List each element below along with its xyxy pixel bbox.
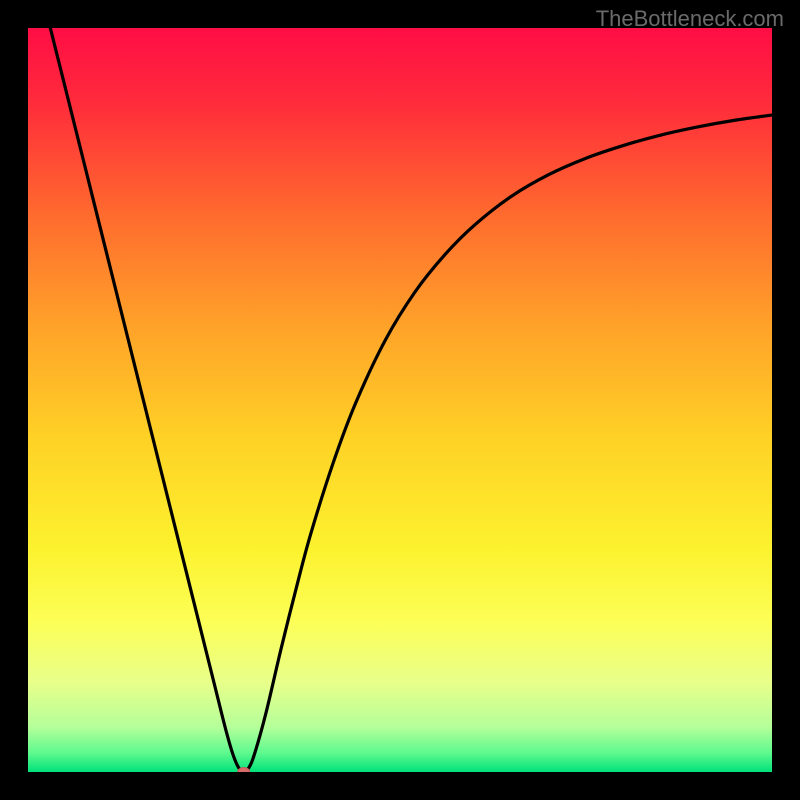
watermark-text: TheBottleneck.com <box>596 6 784 32</box>
plot-background <box>28 28 772 772</box>
chart-container: TheBottleneck.com <box>0 0 800 800</box>
bottleneck-curve-chart <box>0 0 800 800</box>
